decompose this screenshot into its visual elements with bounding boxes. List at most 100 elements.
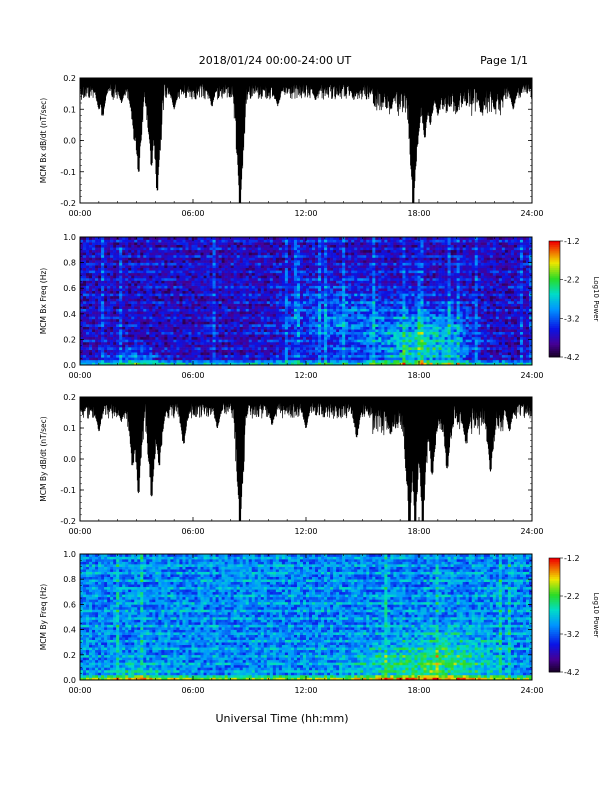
heatmap-cell — [116, 304, 119, 307]
heatmap-cell — [207, 265, 210, 268]
heatmap-cell — [92, 247, 95, 250]
heatmap-cell — [333, 286, 336, 289]
heatmap-cell — [119, 334, 122, 337]
heatmap-cell — [285, 293, 288, 296]
heatmap-cell — [140, 316, 143, 319]
heatmap-cell — [324, 275, 327, 278]
heatmap-cell — [261, 334, 264, 337]
heatmap-cell — [357, 278, 360, 281]
heatmap-cell — [315, 345, 318, 348]
heatmap-cell — [140, 260, 143, 263]
heatmap-cell — [339, 263, 342, 266]
heatmap-cell — [92, 337, 95, 340]
heatmap-cell — [125, 288, 128, 291]
heatmap-cell — [86, 298, 89, 301]
heatmap-cell — [207, 329, 210, 332]
heatmap-cell — [315, 278, 318, 281]
heatmap-cell — [279, 240, 282, 243]
heatmap-cell — [234, 240, 237, 243]
heatmap-cell — [140, 265, 143, 268]
heatmap-cell — [234, 360, 237, 363]
heatmap-cell — [83, 278, 86, 281]
heatmap-cell — [234, 321, 237, 324]
heatmap-cell — [98, 281, 101, 284]
heatmap-cell — [125, 329, 128, 332]
heatmap-cell — [207, 352, 210, 355]
heatmap-cell — [336, 321, 339, 324]
heatmap-cell — [182, 291, 185, 294]
heatmap-cell — [312, 342, 315, 345]
heatmap-cell — [351, 360, 354, 363]
heatmap-cell — [92, 250, 95, 253]
heatmap-cell — [276, 247, 279, 250]
heatmap-cell — [321, 316, 324, 319]
heatmap-cell — [366, 245, 369, 248]
heatmap-cell — [330, 288, 333, 291]
heatmap-cell — [351, 257, 354, 260]
heatmap-cell — [228, 263, 231, 266]
heatmap-cell — [86, 245, 89, 248]
heatmap-cell — [297, 304, 300, 307]
heatmap-cell — [246, 314, 249, 317]
heatmap-cell — [116, 273, 119, 276]
heatmap-cell — [219, 350, 222, 353]
heatmap-cell — [261, 360, 264, 363]
heatmap-cell — [92, 342, 95, 345]
heatmap-cell — [258, 347, 261, 350]
heatmap-cell — [152, 252, 155, 255]
heatmap-cell — [222, 268, 225, 271]
heatmap-cell — [288, 319, 291, 322]
heatmap-cell — [252, 270, 255, 273]
heatmap-cell — [336, 260, 339, 263]
heatmap-cell — [312, 352, 315, 355]
heatmap-cell — [336, 327, 339, 330]
heatmap-cell — [176, 339, 179, 342]
heatmap-cell — [128, 357, 131, 360]
heatmap-cell — [240, 301, 243, 304]
heatmap-cell — [339, 260, 342, 263]
heatmap-cell — [369, 327, 372, 330]
heatmap-cell — [246, 357, 249, 360]
heatmap-cell — [219, 265, 222, 268]
heatmap-cell — [369, 357, 372, 360]
heatmap-cell — [366, 334, 369, 337]
heatmap-cell — [345, 298, 348, 301]
heatmap-cell — [279, 342, 282, 345]
heatmap-cell — [170, 350, 173, 353]
heatmap-cell — [294, 304, 297, 307]
heatmap-cell — [143, 347, 146, 350]
heatmap-cell — [107, 355, 110, 358]
heatmap-cell — [243, 350, 246, 353]
heatmap-cell — [137, 334, 140, 337]
heatmap-cell — [282, 319, 285, 322]
heatmap-cell — [336, 281, 339, 284]
heatmap-cell — [348, 296, 351, 299]
heatmap-cell — [315, 332, 318, 335]
heatmap-cell — [191, 252, 194, 255]
heatmap-cell — [219, 334, 222, 337]
heatmap-cell — [125, 263, 128, 266]
heatmap-cell — [273, 242, 276, 245]
heatmap-cell — [182, 252, 185, 255]
heatmap-cell — [339, 301, 342, 304]
heatmap-cell — [195, 281, 198, 284]
heatmap-cell — [222, 342, 225, 345]
heatmap-cell — [312, 347, 315, 350]
heatmap-cell — [231, 306, 234, 309]
heatmap-cell — [357, 355, 360, 358]
heatmap-cell — [225, 240, 228, 243]
heatmap-cell — [336, 357, 339, 360]
heatmap-cell — [360, 355, 363, 358]
heatmap-cell — [249, 247, 252, 250]
heatmap-cell — [237, 281, 240, 284]
heatmap-cell — [210, 321, 213, 324]
heatmap-cell — [104, 324, 107, 327]
heatmap-cell — [116, 257, 119, 260]
heatmap-cell — [213, 324, 216, 327]
heatmap-cell — [252, 306, 255, 309]
heatmap-cell — [348, 240, 351, 243]
heatmap-cell — [318, 255, 321, 258]
heatmap-cell — [161, 296, 164, 299]
heatmap-cell — [213, 263, 216, 266]
heatmap-cell — [149, 319, 152, 322]
